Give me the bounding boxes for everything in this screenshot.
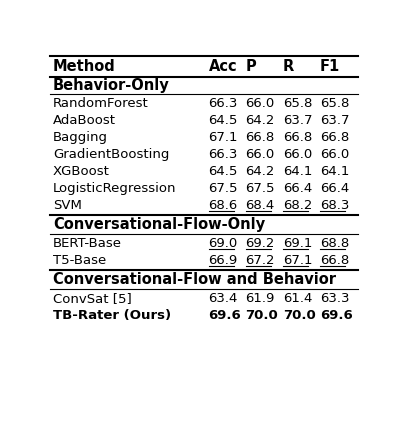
- Text: XGBoost: XGBoost: [53, 165, 110, 178]
- Text: 64.5: 64.5: [209, 165, 238, 178]
- Text: Acc: Acc: [209, 59, 237, 74]
- Text: 64.1: 64.1: [283, 165, 312, 178]
- Text: 69.6: 69.6: [320, 309, 352, 322]
- Text: 63.4: 63.4: [209, 292, 238, 305]
- Text: TB-Rater (Ours): TB-Rater (Ours): [53, 309, 171, 322]
- Text: 66.3: 66.3: [209, 148, 238, 161]
- Text: Bagging: Bagging: [53, 131, 108, 144]
- Text: 67.5: 67.5: [209, 182, 238, 195]
- Text: BERT-Base: BERT-Base: [53, 237, 122, 250]
- Text: 66.8: 66.8: [246, 131, 275, 144]
- Text: R: R: [283, 59, 294, 74]
- Text: 63.7: 63.7: [320, 114, 349, 127]
- Text: 69.1: 69.1: [283, 237, 312, 250]
- Text: ConvSat [5]: ConvSat [5]: [53, 292, 132, 305]
- Text: 68.8: 68.8: [320, 237, 349, 250]
- Text: 66.8: 66.8: [320, 254, 349, 267]
- Text: 63.7: 63.7: [283, 114, 312, 127]
- Text: 69.2: 69.2: [246, 237, 275, 250]
- Text: 65.8: 65.8: [320, 97, 349, 110]
- Text: 65.8: 65.8: [283, 97, 312, 110]
- Text: GradientBoosting: GradientBoosting: [53, 148, 169, 161]
- Text: 64.5: 64.5: [209, 114, 238, 127]
- Text: 63.3: 63.3: [320, 292, 349, 305]
- Text: SVM: SVM: [53, 199, 82, 212]
- Text: 66.0: 66.0: [246, 148, 275, 161]
- Text: 66.9: 66.9: [209, 254, 238, 267]
- Text: 67.5: 67.5: [246, 182, 275, 195]
- Text: 69.6: 69.6: [209, 309, 241, 322]
- Text: 61.9: 61.9: [246, 292, 275, 305]
- Text: 68.3: 68.3: [320, 199, 349, 212]
- Text: 64.2: 64.2: [246, 165, 275, 178]
- Text: 66.8: 66.8: [283, 131, 312, 144]
- Text: 66.8: 66.8: [320, 131, 349, 144]
- Text: 66.0: 66.0: [246, 97, 275, 110]
- Text: 67.1: 67.1: [283, 254, 312, 267]
- Text: 68.4: 68.4: [246, 199, 275, 212]
- Text: Method: Method: [53, 59, 115, 74]
- Text: Conversational-Flow-Only: Conversational-Flow-Only: [53, 217, 265, 232]
- Text: 61.4: 61.4: [283, 292, 312, 305]
- Text: 67.1: 67.1: [209, 131, 238, 144]
- Text: 66.4: 66.4: [320, 182, 349, 195]
- Text: 64.1: 64.1: [320, 165, 349, 178]
- Text: Behavior-Only: Behavior-Only: [53, 78, 170, 93]
- Text: 69.0: 69.0: [209, 237, 238, 250]
- Text: 64.2: 64.2: [246, 114, 275, 127]
- Text: 66.0: 66.0: [283, 148, 312, 161]
- Text: RandomForest: RandomForest: [53, 97, 148, 110]
- Text: LogisticRegression: LogisticRegression: [53, 182, 176, 195]
- Text: 66.0: 66.0: [320, 148, 349, 161]
- Text: 67.2: 67.2: [246, 254, 275, 267]
- Text: 68.2: 68.2: [283, 199, 312, 212]
- Text: 66.3: 66.3: [209, 97, 238, 110]
- Text: AdaBoost: AdaBoost: [53, 114, 116, 127]
- Text: 70.0: 70.0: [283, 309, 315, 322]
- Text: F1: F1: [320, 59, 340, 74]
- Text: 66.4: 66.4: [283, 182, 312, 195]
- Text: Conversational-Flow and Behavior: Conversational-Flow and Behavior: [53, 272, 336, 287]
- Text: 68.6: 68.6: [209, 199, 238, 212]
- Text: P: P: [246, 59, 256, 74]
- Text: T5-Base: T5-Base: [53, 254, 106, 267]
- Text: 70.0: 70.0: [246, 309, 278, 322]
